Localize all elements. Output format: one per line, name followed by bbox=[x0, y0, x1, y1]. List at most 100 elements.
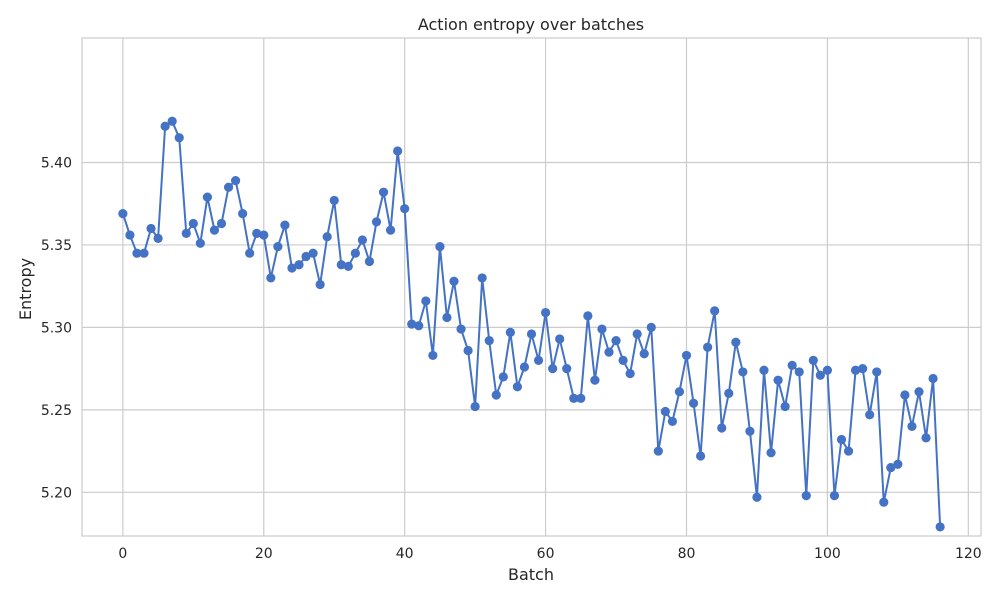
data-point bbox=[914, 387, 924, 397]
x-tick-label: 40 bbox=[396, 546, 414, 562]
data-point bbox=[512, 382, 523, 392]
y-axis-label: Entropy bbox=[16, 258, 35, 320]
data-point bbox=[407, 319, 417, 329]
data-point bbox=[872, 367, 882, 377]
data-point bbox=[238, 209, 248, 219]
data-point bbox=[618, 355, 628, 365]
data-point bbox=[865, 410, 875, 420]
data-point bbox=[414, 321, 424, 331]
data-point bbox=[935, 522, 945, 532]
data-point bbox=[125, 230, 135, 240]
data-point bbox=[294, 260, 304, 270]
data-point bbox=[562, 364, 572, 374]
data-point bbox=[181, 228, 191, 239]
data-point bbox=[364, 256, 375, 267]
data-point bbox=[773, 375, 783, 385]
data-point bbox=[759, 365, 769, 375]
x-axis-label: Batch bbox=[508, 565, 554, 584]
data-point bbox=[463, 345, 473, 356]
data-point bbox=[928, 373, 938, 384]
data-point bbox=[858, 364, 868, 374]
data-point bbox=[801, 491, 811, 501]
data-point bbox=[223, 182, 234, 192]
data-point bbox=[280, 220, 290, 230]
data-point bbox=[625, 368, 635, 379]
data-point bbox=[731, 337, 741, 347]
data-point bbox=[174, 133, 184, 143]
data-point bbox=[688, 398, 699, 408]
data-point bbox=[540, 307, 551, 318]
data-point bbox=[400, 204, 410, 214]
grid bbox=[82, 38, 981, 536]
data-point bbox=[646, 322, 656, 332]
data-point bbox=[717, 423, 727, 433]
data-point bbox=[216, 218, 227, 229]
data-point bbox=[308, 248, 318, 258]
data-point bbox=[583, 311, 593, 321]
data-point bbox=[245, 248, 255, 258]
data-point bbox=[484, 335, 494, 346]
data-point bbox=[569, 393, 579, 403]
data-point bbox=[710, 306, 720, 316]
data-point bbox=[752, 492, 762, 502]
data-point bbox=[132, 248, 142, 258]
y-tick-label: 5.40 bbox=[41, 156, 72, 172]
data-point bbox=[315, 279, 325, 290]
y-tick-label: 5.35 bbox=[41, 238, 72, 254]
data-point bbox=[590, 375, 600, 385]
data-point bbox=[815, 370, 825, 380]
x-tick-label: 80 bbox=[678, 546, 696, 562]
data-point bbox=[548, 364, 558, 374]
data-point bbox=[209, 225, 220, 235]
y-tick-labels: 5.20 5.25 5.30 5.35 5.40 bbox=[41, 156, 72, 502]
y-tick-label: 5.25 bbox=[41, 403, 72, 419]
data-point bbox=[393, 146, 403, 156]
data-point bbox=[160, 121, 170, 131]
data-point bbox=[639, 349, 649, 359]
data-point bbox=[322, 232, 332, 242]
data-point bbox=[555, 334, 565, 344]
data-point bbox=[850, 365, 861, 375]
series-markers bbox=[118, 116, 945, 532]
data-point bbox=[681, 350, 692, 361]
data-point bbox=[843, 446, 854, 456]
data-point bbox=[202, 192, 213, 202]
x-tick-label: 60 bbox=[537, 546, 555, 562]
data-point bbox=[822, 365, 833, 375]
data-point bbox=[576, 393, 586, 403]
data-point bbox=[604, 347, 614, 357]
data-point bbox=[252, 228, 262, 239]
data-point bbox=[794, 367, 804, 377]
data-point bbox=[808, 355, 818, 365]
data-point bbox=[519, 362, 530, 372]
data-point bbox=[667, 416, 678, 426]
data-point bbox=[287, 263, 297, 273]
x-tick-label: 20 bbox=[255, 546, 273, 562]
data-point bbox=[301, 251, 311, 262]
data-point bbox=[879, 497, 889, 507]
data-point bbox=[526, 329, 537, 339]
data-point bbox=[188, 218, 198, 229]
x-tick-label: 120 bbox=[955, 546, 982, 562]
data-point bbox=[907, 421, 917, 431]
data-point bbox=[660, 406, 670, 417]
data-point bbox=[428, 350, 438, 361]
data-point bbox=[350, 248, 360, 258]
data-point bbox=[674, 387, 685, 397]
data-point bbox=[703, 342, 713, 352]
data-point bbox=[118, 209, 128, 219]
data-point bbox=[505, 327, 515, 337]
data-point bbox=[449, 276, 459, 286]
y-tick-label: 5.20 bbox=[41, 485, 72, 501]
data-point bbox=[442, 312, 452, 323]
data-point bbox=[653, 446, 663, 456]
data-point bbox=[780, 401, 790, 412]
data-point bbox=[435, 242, 445, 252]
data-point bbox=[378, 187, 389, 197]
data-point bbox=[139, 248, 149, 258]
data-point bbox=[498, 372, 508, 382]
data-point bbox=[900, 390, 910, 400]
data-point bbox=[632, 329, 642, 339]
data-point bbox=[167, 116, 177, 126]
